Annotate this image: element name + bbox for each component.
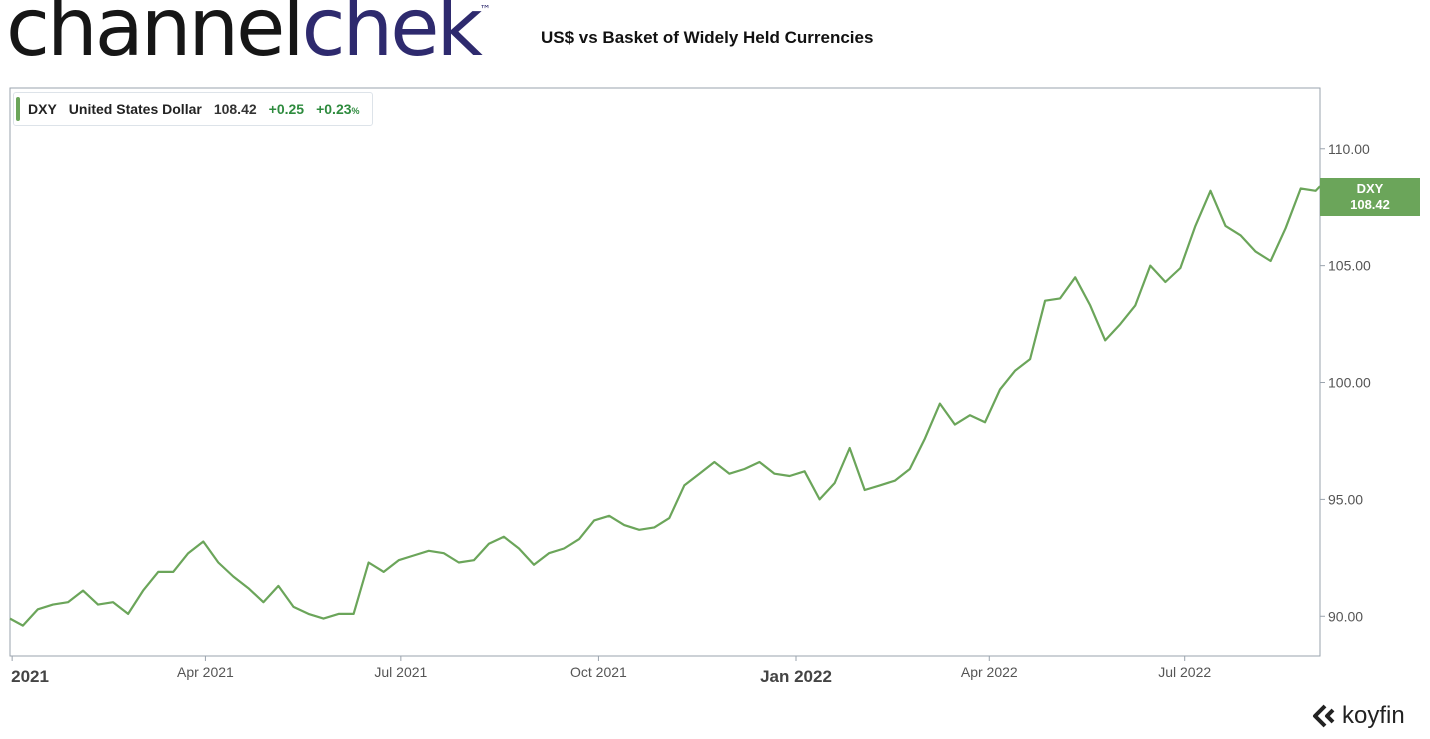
channelchek-logo: channelchek™ bbox=[6, 0, 491, 68]
y-tick-label: 95.00 bbox=[1328, 491, 1363, 507]
last-value-tag: DXY 108.42 bbox=[1320, 178, 1420, 216]
legend-percent: +0.23% bbox=[316, 101, 359, 117]
legend-name: United States Dollar bbox=[68, 101, 202, 117]
legend-price: 108.42 bbox=[213, 101, 257, 117]
last-value-price: 108.42 bbox=[1350, 197, 1390, 212]
plot-frame bbox=[9, 87, 1321, 657]
y-tick-label: 105.00 bbox=[1328, 258, 1371, 274]
logo-trademark: ™ bbox=[479, 3, 491, 16]
chart-title: US$ vs Basket of Widely Held Currencies bbox=[541, 28, 874, 47]
x-tick-label: 2021 bbox=[11, 667, 49, 686]
x-tick-label: Jan 2022 bbox=[760, 667, 832, 686]
legend-percent-unit: % bbox=[351, 106, 360, 116]
logo-part-channel: channel bbox=[6, 0, 305, 74]
koyfin-wordmark: koyfin bbox=[1342, 702, 1405, 729]
x-tick-label: Jul 2021 bbox=[374, 664, 427, 680]
x-axis: 2021 Apr 2021 Jul 2021 Oct 2021 Jan 2022 Apr … bbox=[11, 656, 1211, 686]
x-tick-label: Apr 2022 bbox=[961, 664, 1018, 680]
x-tick-label: Oct 2021 bbox=[570, 664, 627, 680]
x-tick-label: Apr 2021 bbox=[177, 664, 234, 680]
legend[interactable]: DXY United States Dollar 108.42 +0.25 +0… bbox=[13, 92, 373, 126]
y-axis: 90.00 95.00 100.00 105.00 110.00 bbox=[1320, 141, 1371, 624]
logo-part-chek: chek bbox=[301, 0, 483, 74]
legend-color-bar bbox=[16, 97, 20, 121]
y-tick-label: 110.00 bbox=[1328, 141, 1370, 157]
koyfin-mark-icon bbox=[1313, 704, 1335, 728]
y-tick-label: 90.00 bbox=[1328, 608, 1363, 624]
y-tick-label: 100.00 bbox=[1328, 375, 1371, 391]
koyfin-logo: koyfin bbox=[1312, 702, 1405, 730]
x-tick-label: Jul 2022 bbox=[1158, 664, 1211, 680]
legend-percent-value: +0.23 bbox=[316, 101, 352, 117]
series-line-dxy bbox=[9, 185, 1321, 627]
legend-change: +0.25 bbox=[268, 101, 305, 117]
legend-symbol: DXY bbox=[28, 101, 57, 117]
last-value-symbol: DXY bbox=[1356, 181, 1384, 196]
